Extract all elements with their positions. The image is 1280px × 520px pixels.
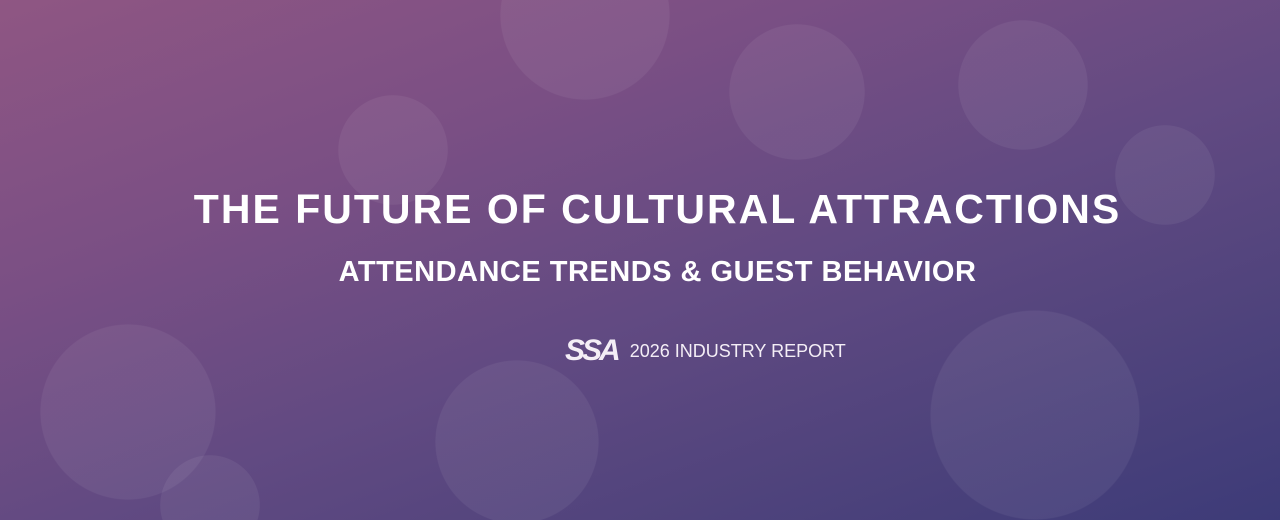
page-subtitle: ATTENDANCE TRENDS & GUEST BEHAVIOR: [338, 256, 977, 288]
report-label: 2026 INDUSTRY REPORT: [629, 340, 846, 361]
page-title: THE FUTURE OF CULTURAL ATTRACTIONS: [193, 186, 1122, 232]
ssa-logo: SSA: [565, 334, 621, 367]
report-badge: SSA 2026 INDUSTRY REPORT: [565, 334, 846, 368]
